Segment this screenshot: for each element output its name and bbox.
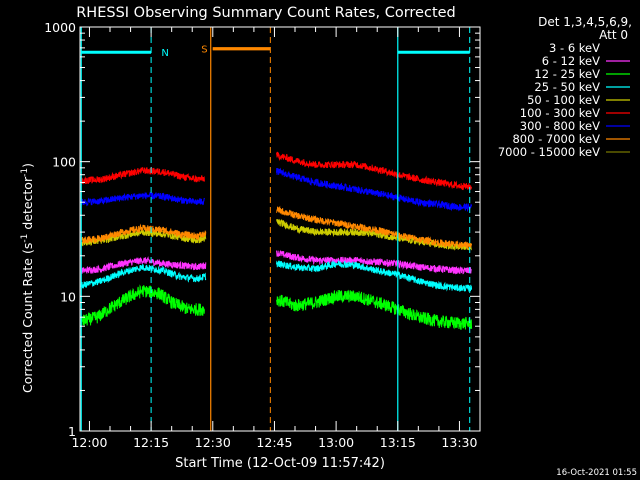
legend-label-2: 6 - 12 keV bbox=[542, 54, 600, 68]
series-line-6-segment-2 bbox=[276, 151, 473, 191]
series-line-3-segment-1 bbox=[80, 284, 205, 328]
legend-label-7: 300 - 800 keV bbox=[520, 119, 600, 133]
legend-label-5: 50 - 100 keV bbox=[527, 93, 600, 107]
legend-header-line-2: Att 0 bbox=[599, 28, 628, 42]
series-line-8-segment-2 bbox=[276, 205, 473, 251]
x-tick-label-1: 12:00 bbox=[71, 435, 107, 450]
y-tick-label-4: 1000 bbox=[44, 20, 76, 35]
x-tick-label-3: 12:30 bbox=[195, 435, 231, 450]
series-line-6-segment-1 bbox=[80, 166, 205, 185]
y-axis-label: Corrected Count Rate (s-1 detector-1) bbox=[20, 163, 35, 393]
series-line-2-segment-2 bbox=[276, 249, 472, 275]
x-tick-label-4: 12:45 bbox=[256, 435, 292, 450]
x-axis-label: Start Time (12-Oct-09 11:57:42) bbox=[175, 456, 385, 471]
plot-frame bbox=[79, 26, 481, 432]
series-line-2-segment-1 bbox=[80, 256, 207, 274]
y-tick-label-3: 100 bbox=[52, 155, 76, 170]
series-line-8-segment-1 bbox=[80, 223, 207, 244]
legend-label-1: 3 - 6 keV bbox=[549, 41, 600, 55]
chart-title: RHESSI Observing Summary Count Rates, Co… bbox=[76, 5, 456, 21]
legend-label-4: 25 - 50 keV bbox=[534, 80, 600, 94]
legend-label-3: 12 - 25 keV bbox=[534, 67, 600, 81]
annotation-n-label: N bbox=[161, 48, 168, 59]
series-line-3-segment-2 bbox=[276, 289, 473, 330]
x-tick-label-5: 13:00 bbox=[318, 435, 354, 450]
series-line-7-segment-2 bbox=[276, 167, 473, 213]
y-tick-label-1: 1 bbox=[68, 424, 76, 439]
legend-label-6: 100 - 300 keV bbox=[520, 106, 600, 120]
series-line-4-segment-1 bbox=[80, 263, 207, 289]
series-line-7-segment-1 bbox=[80, 191, 205, 207]
legend-label-8: 800 - 7000 keV bbox=[512, 132, 600, 146]
x-tick-label-7: 13:30 bbox=[441, 435, 477, 450]
y-tick-label-2: 10 bbox=[60, 289, 76, 304]
legend-header-line-1: Det 1,3,4,5,6,9, bbox=[538, 15, 632, 29]
annotation-s-label: S bbox=[201, 45, 207, 56]
footer-timestamp: 16-Oct-2021 01:55 bbox=[556, 468, 637, 478]
x-tick-label-6: 13:15 bbox=[380, 435, 416, 450]
axes-layer: 1 10 100 1000 12:00 12:15 12:30 12:45 13:00 13:15… bbox=[44, 20, 481, 450]
series-line-5-segment-2 bbox=[276, 218, 472, 251]
series-line-4-segment-2 bbox=[276, 260, 473, 292]
series-layer bbox=[80, 151, 473, 330]
x-tick-label-2: 12:15 bbox=[133, 435, 169, 450]
legend-label-9: 7000 - 15000 keV bbox=[498, 145, 600, 159]
